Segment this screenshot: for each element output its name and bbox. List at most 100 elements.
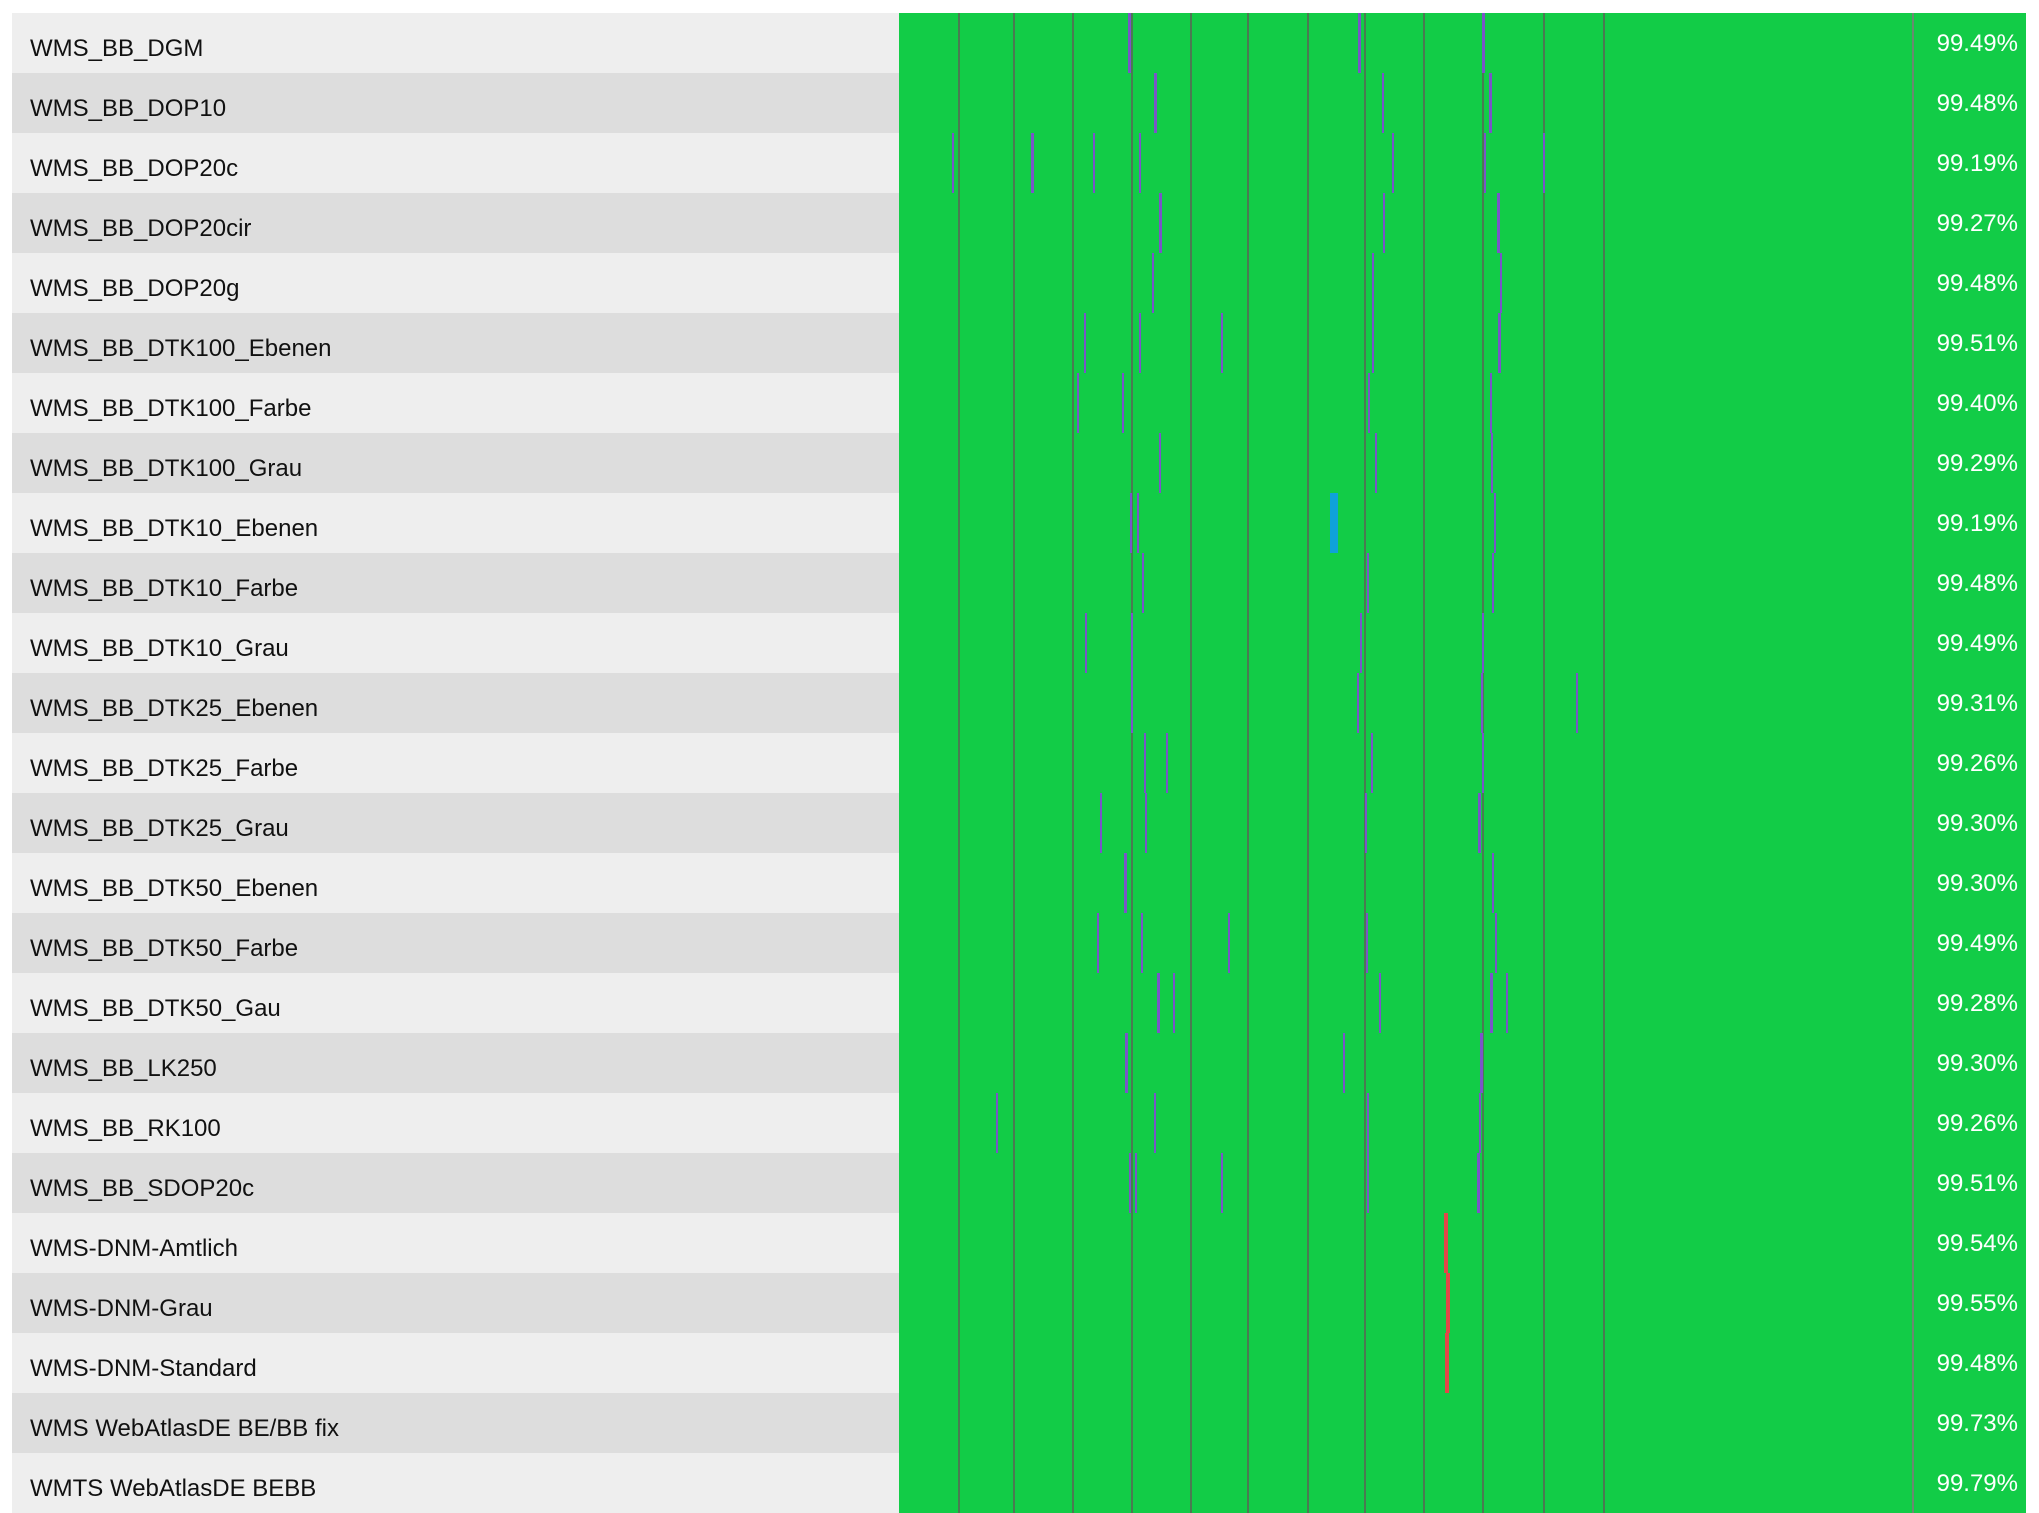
outage-mark[interactable] [1360, 613, 1362, 673]
service-row[interactable]: WMS_BB_RK100 99.26% [12, 1093, 2026, 1153]
outage-mark[interactable] [1141, 913, 1143, 973]
outage-mark[interactable] [1478, 793, 1481, 853]
outage-mark[interactable] [1543, 133, 1545, 193]
service-row[interactable]: WMS_BB_DTK100_Ebenen 99.51% [12, 313, 2026, 373]
outage-mark[interactable] [1482, 13, 1485, 73]
outage-mark[interactable] [1368, 373, 1370, 433]
service-row[interactable]: WMS_BB_DTK10_Ebenen 99.19% [12, 493, 2026, 553]
outage-mark[interactable] [1495, 913, 1497, 973]
outage-mark[interactable] [1125, 1033, 1128, 1093]
outage-mark[interactable] [1129, 1153, 1131, 1213]
outage-mark[interactable] [1221, 1153, 1223, 1213]
outage-mark[interactable] [1139, 313, 1141, 373]
outage-mark[interactable] [1498, 313, 1501, 373]
outage-mark[interactable] [1372, 313, 1374, 373]
outage-mark[interactable] [1494, 493, 1496, 553]
service-row[interactable]: WMS_BB_DTK100_Grau 99.29% [12, 433, 2026, 493]
outage-mark[interactable] [1131, 673, 1133, 733]
outage-mark[interactable] [1367, 1153, 1369, 1213]
outage-mark[interactable] [1139, 133, 1141, 193]
service-row[interactable]: WMTS WebAtlasDE BEBB 99.79% [12, 1453, 2026, 1513]
outage-mark[interactable] [1358, 13, 1361, 73]
outage-mark[interactable] [1131, 613, 1133, 673]
service-row[interactable]: WMS_BB_DOP20g 99.48% [12, 253, 2026, 313]
service-row[interactable]: WMS_BB_DTK100_Farbe 99.40% [12, 373, 2026, 433]
outage-mark[interactable] [1477, 1153, 1480, 1213]
outage-mark[interactable] [1154, 73, 1157, 133]
service-row[interactable]: WMS-DNM-Grau 99.55% [12, 1273, 2026, 1333]
outage-mark[interactable] [1365, 793, 1367, 853]
outage-mark[interactable] [1100, 793, 1102, 853]
outage-mark[interactable] [1122, 373, 1124, 433]
outage-mark[interactable] [1491, 433, 1493, 493]
outage-mark[interactable] [952, 133, 954, 193]
outage-mark[interactable] [1366, 913, 1368, 973]
outage-mark[interactable] [1375, 433, 1377, 493]
outage-mark[interactable] [1481, 673, 1483, 733]
outage-mark[interactable] [1489, 73, 1492, 133]
service-row[interactable]: WMS_BB_DTK50_Gau 99.28% [12, 973, 2026, 1033]
outage-mark[interactable] [1142, 553, 1144, 613]
outage-mark[interactable] [996, 1093, 998, 1153]
service-row[interactable]: WMS_BB_LK250 99.30% [12, 1033, 2026, 1093]
outage-mark[interactable] [1128, 13, 1131, 73]
outage-mark[interactable] [1357, 673, 1359, 733]
outage-mark[interactable] [1371, 733, 1373, 793]
outage-mark[interactable] [1479, 1093, 1481, 1153]
outage-mark[interactable] [1097, 913, 1099, 973]
service-row[interactable]: WMS_BB_DTK50_Ebenen 99.30% [12, 853, 2026, 913]
outage-mark[interactable] [1492, 853, 1494, 913]
outage-mark[interactable] [1506, 973, 1508, 1033]
outage-mark[interactable] [1085, 613, 1087, 673]
outage-mark[interactable] [1221, 313, 1223, 373]
service-row[interactable]: WMS-DNM-Standard 99.48% [12, 1333, 2026, 1393]
service-row[interactable]: WMS_BB_DTK25_Grau 99.30% [12, 793, 2026, 853]
outage-mark[interactable] [1482, 733, 1484, 793]
outage-mark[interactable] [1480, 1033, 1483, 1093]
service-row[interactable]: WMS WebAtlasDE BE/BB fix 99.73% [12, 1393, 2026, 1453]
outage-mark[interactable] [1031, 133, 1034, 193]
outage-mark[interactable] [1382, 73, 1384, 133]
outage-mark[interactable] [1145, 793, 1147, 853]
outage-mark[interactable] [1157, 973, 1160, 1033]
outage-mark[interactable] [1166, 733, 1168, 793]
outage-mark[interactable] [1484, 133, 1486, 193]
outage-mark[interactable] [1154, 1093, 1156, 1153]
outage-mark[interactable] [1173, 973, 1175, 1033]
outage-mark[interactable] [1497, 193, 1500, 253]
outage-mark[interactable] [1492, 553, 1494, 613]
outage-mark[interactable] [1228, 913, 1230, 973]
outage-mark[interactable] [1130, 493, 1132, 553]
outage-mark[interactable] [1367, 553, 1369, 613]
service-row[interactable]: WMS_BB_DTK50_Farbe 99.49% [12, 913, 2026, 973]
maintenance-mark[interactable] [1446, 1273, 1450, 1333]
outage-mark[interactable] [1367, 1093, 1369, 1153]
outage-mark[interactable] [1490, 973, 1493, 1033]
outage-mark[interactable] [1124, 853, 1127, 913]
outage-mark[interactable] [1084, 313, 1086, 373]
service-row[interactable]: WMS_BB_DOP20c 99.19% [12, 133, 2026, 193]
outage-mark[interactable] [1372, 253, 1374, 313]
service-row[interactable]: WMS-DNM-Amtlich 99.54% [12, 1213, 2026, 1273]
outage-mark[interactable] [1144, 733, 1146, 793]
maintenance-mark[interactable] [1445, 1333, 1449, 1393]
service-row[interactable]: WMS_BB_DTK10_Farbe 99.48% [12, 553, 2026, 613]
outage-mark[interactable] [1482, 613, 1484, 673]
service-row[interactable]: WMS_BB_DOP20cir 99.27% [12, 193, 2026, 253]
outage-mark[interactable] [1490, 373, 1492, 433]
service-row[interactable]: WMS_BB_DOP10 99.48% [12, 73, 2026, 133]
outage-mark[interactable] [1383, 193, 1385, 253]
outage-mark[interactable] [1159, 433, 1161, 493]
service-row[interactable]: WMS_BB_DTK25_Ebenen 99.31% [12, 673, 2026, 733]
outage-mark[interactable] [1135, 1153, 1137, 1213]
outage-mark[interactable] [1576, 673, 1578, 733]
outage-mark[interactable] [1392, 133, 1394, 193]
service-row[interactable]: WMS_BB_SDOP20c 99.51% [12, 1153, 2026, 1213]
outage-mark[interactable] [1343, 1033, 1345, 1093]
outage-mark[interactable] [1159, 193, 1162, 253]
outage-mark[interactable] [1379, 973, 1381, 1033]
maintenance-mark[interactable] [1444, 1213, 1448, 1273]
service-row[interactable]: WMS_BB_DTK10_Grau 99.49% [12, 613, 2026, 673]
outage-mark[interactable] [1077, 373, 1079, 433]
outage-mark[interactable] [1137, 493, 1139, 553]
